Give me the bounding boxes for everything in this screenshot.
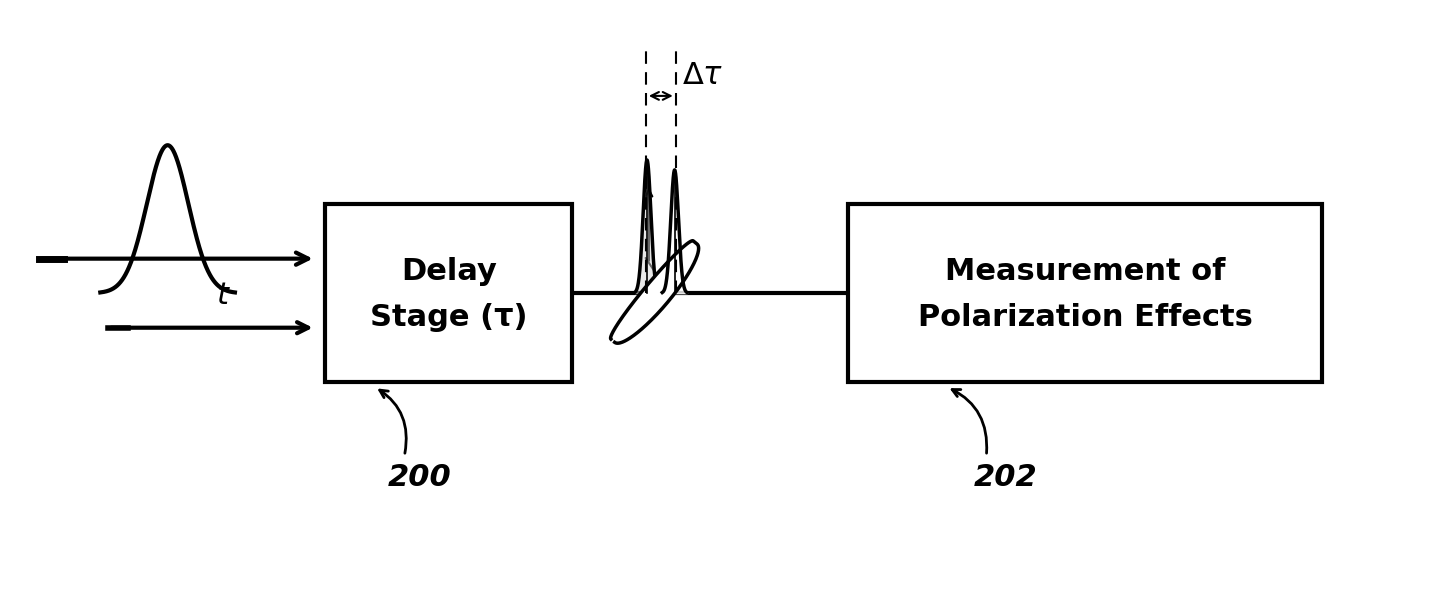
Bar [326,204,572,382]
Text: Polarization Effects: Polarization Effects [918,303,1252,332]
Text: $\Delta\tau$: $\Delta\tau$ [682,61,723,90]
Polygon shape [611,241,699,343]
Text: t: t [216,281,228,310]
Text: Delay: Delay [401,257,497,286]
Text: Stage (τ): Stage (τ) [370,303,527,332]
Text: 202: 202 [974,463,1038,492]
Bar [849,204,1321,382]
Text: 200: 200 [388,463,451,492]
Text: Measurement of: Measurement of [945,257,1225,286]
